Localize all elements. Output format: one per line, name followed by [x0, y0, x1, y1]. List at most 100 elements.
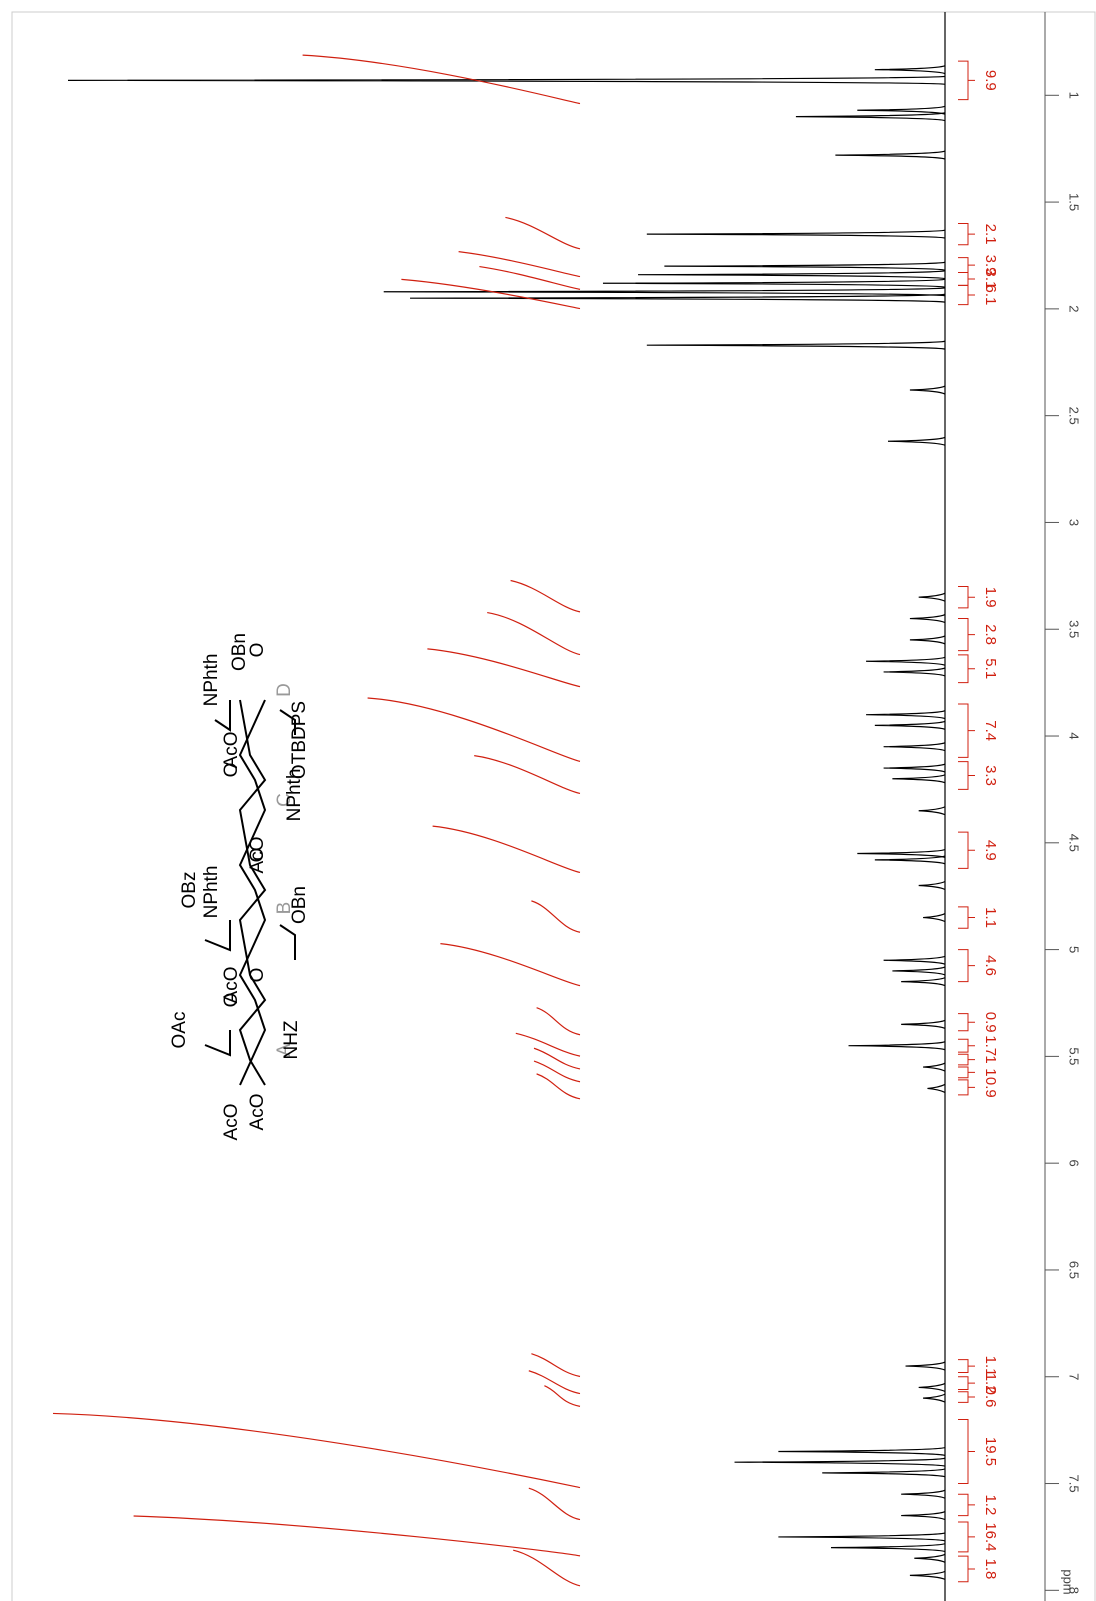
structure-label: NPhth [284, 769, 305, 822]
structure-label: OBn [289, 886, 310, 924]
integral-label: 9.9 [982, 70, 999, 91]
peak [909, 1570, 946, 1580]
integral-curve [531, 900, 581, 933]
x-tick-label: 7.5 [1067, 1474, 1082, 1492]
peak [866, 710, 946, 720]
peak [857, 848, 946, 859]
x-tick-label: 1 [1067, 92, 1082, 99]
peak [909, 614, 946, 624]
structure-label: AcO [221, 1104, 242, 1141]
x-tick-label: 4.5 [1067, 834, 1082, 852]
integral-curve [533, 1047, 581, 1070]
x-tick-label: 1.5 [1067, 193, 1082, 211]
integral-curve [52, 1412, 581, 1489]
integral-curve [544, 1385, 581, 1407]
integral-bracket [958, 257, 975, 274]
integral-bracket [958, 1066, 975, 1079]
x-tick-label: 2 [1067, 305, 1082, 312]
peak [857, 105, 946, 115]
structure-label: O [247, 848, 268, 863]
integral-curve [427, 648, 581, 688]
integral-curve [479, 265, 581, 290]
integral-curve [513, 1549, 581, 1587]
peak [892, 774, 946, 784]
integral-curve [432, 825, 581, 874]
integral-label: 1 [982, 1068, 999, 1076]
structure-label: OAc [169, 1012, 190, 1049]
peak [835, 150, 946, 160]
integral-bracket [958, 906, 975, 929]
integral-curve [510, 579, 581, 613]
peak [795, 112, 946, 122]
integral-bracket [958, 831, 975, 869]
peak [887, 436, 946, 446]
x-tick-label: 5.5 [1067, 1047, 1082, 1065]
peak [901, 977, 946, 987]
integral-label: 16.4 [982, 1522, 999, 1551]
integral-label: 2.8 [982, 624, 999, 645]
integral-label: 0.9 [982, 1012, 999, 1033]
integral-bracket [958, 586, 975, 609]
integral-bracket [958, 1555, 975, 1583]
structure-label: OTBDPS [289, 701, 310, 779]
integral-bracket [958, 1418, 975, 1485]
integral-bracket [958, 60, 975, 101]
peak [874, 855, 946, 865]
integral-curve [487, 611, 581, 656]
peak [664, 261, 946, 271]
x-tick-label: 6 [1067, 1160, 1082, 1167]
integral-curve [474, 755, 581, 795]
integral-bracket [958, 1053, 975, 1066]
x-tick-label: 6.5 [1067, 1261, 1082, 1279]
integral-bracket [958, 1521, 975, 1553]
x-tick-label: 5 [1067, 946, 1082, 953]
integral-curve [536, 1007, 581, 1036]
x-tick-label: 3 [1067, 519, 1082, 526]
peak [646, 340, 946, 350]
x-tick-label: 3.5 [1067, 620, 1082, 638]
integral-bracket [958, 222, 975, 246]
peak [923, 913, 946, 923]
peak [918, 880, 946, 891]
integral-label: 1.1 [982, 1356, 999, 1377]
integral-label: 3.3 [982, 765, 999, 786]
structure-label: O [247, 643, 268, 658]
integral-bracket [958, 1013, 975, 1032]
structure-label: O [221, 993, 242, 1008]
integral-label: 1.9 [982, 587, 999, 608]
integral-curve [367, 697, 581, 762]
peak [883, 955, 946, 965]
structure-label: AcO [247, 837, 268, 874]
integral-label: 2.1 [982, 224, 999, 245]
peak [830, 1543, 946, 1553]
structure-label: NPhth [201, 866, 222, 919]
peak [646, 229, 946, 239]
peak [923, 1062, 946, 1072]
integral-label: 1.8 [982, 1559, 999, 1580]
integral-label: 4.6 [982, 955, 999, 976]
integral-bracket [958, 654, 975, 684]
structure-label: AcO [221, 732, 242, 769]
integral-curve [133, 1515, 581, 1557]
structure-label: NHZ [281, 1020, 302, 1059]
peak [734, 1457, 946, 1467]
x-tick-label: 8 [1067, 1587, 1082, 1594]
integral-label: 1.7 [982, 1035, 999, 1056]
integral-curve [536, 1073, 581, 1100]
peak [923, 1393, 946, 1403]
peak [778, 1532, 946, 1542]
structure-label: A [274, 1043, 295, 1056]
structure-label: OBz [179, 872, 200, 909]
structure-label: D [274, 683, 295, 697]
integral-curve [531, 1353, 581, 1378]
integral-label: 1.1 [982, 907, 999, 928]
integral-bracket [958, 761, 975, 790]
integral-label: 4.9 [982, 840, 999, 861]
integral-curve [515, 1032, 581, 1057]
integral-label: 0.9 [982, 1077, 999, 1098]
integral-label: 5.1 [982, 658, 999, 679]
peak [901, 1019, 946, 1029]
integral-bracket [958, 703, 975, 758]
